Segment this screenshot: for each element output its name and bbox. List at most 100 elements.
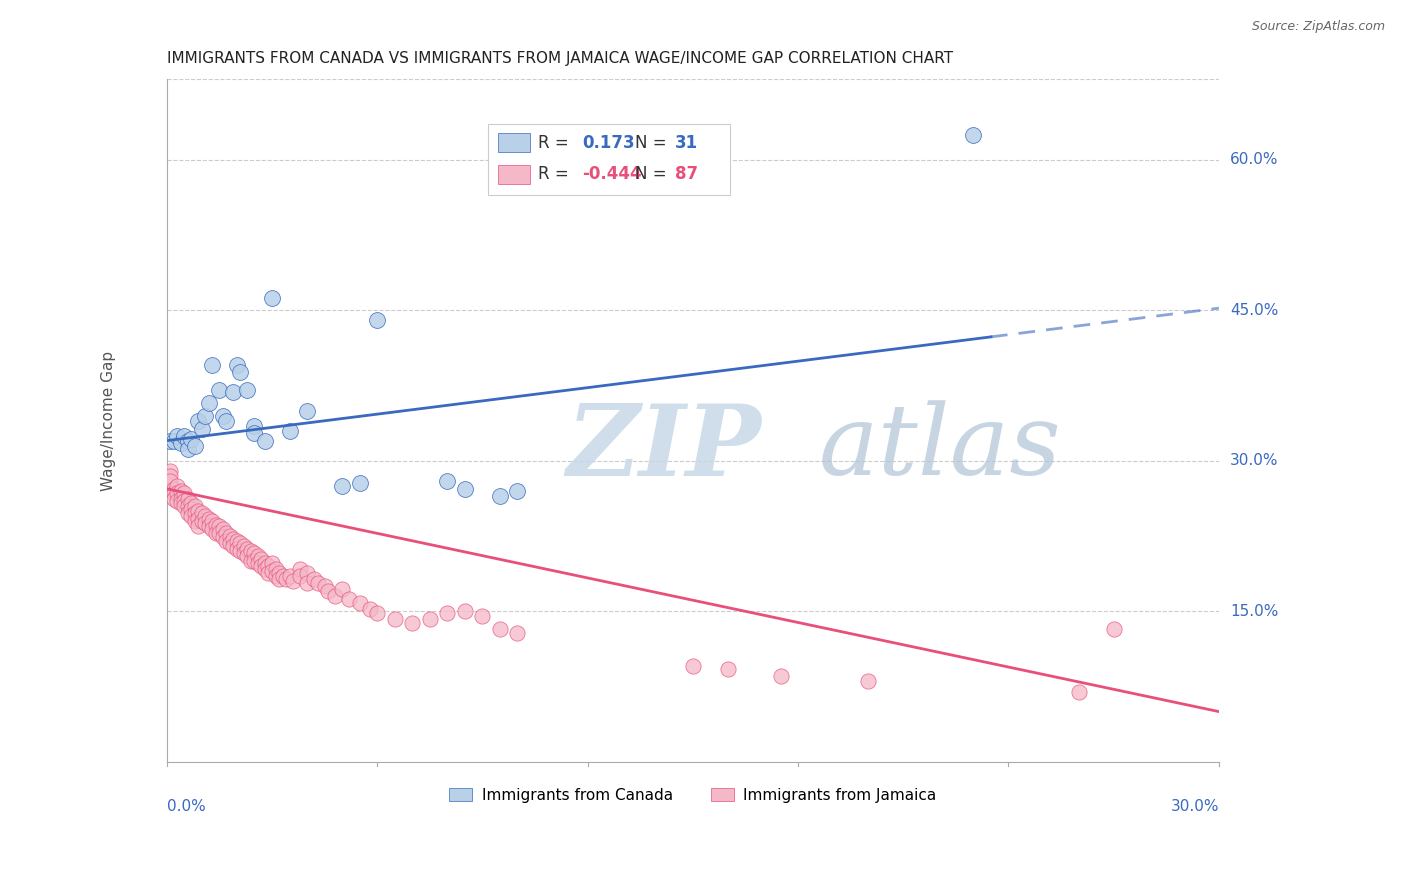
- Point: [489, 489, 512, 503]
- Point: [454, 604, 477, 618]
- Point: [198, 395, 221, 409]
- Point: [229, 365, 252, 379]
- Point: [173, 493, 195, 508]
- Point: [226, 359, 249, 373]
- Point: [295, 566, 318, 581]
- Point: [166, 493, 188, 508]
- Point: [208, 519, 231, 533]
- Point: [264, 569, 287, 583]
- Text: atlas: atlas: [820, 401, 1062, 496]
- Point: [163, 482, 186, 496]
- Point: [288, 562, 311, 576]
- Point: [1067, 684, 1090, 698]
- Point: [187, 519, 209, 533]
- Point: [236, 541, 259, 556]
- Point: [243, 425, 266, 440]
- Point: [253, 434, 276, 448]
- Point: [260, 556, 283, 570]
- Text: 31: 31: [675, 134, 699, 152]
- Point: [682, 659, 704, 673]
- Point: [243, 554, 266, 568]
- Point: [170, 496, 193, 510]
- Text: IMMIGRANTS FROM CANADA VS IMMIGRANTS FROM JAMAICA WAGE/INCOME GAP CORRELATION CH: IMMIGRANTS FROM CANADA VS IMMIGRANTS FRO…: [167, 51, 953, 66]
- Text: 15.0%: 15.0%: [1230, 604, 1278, 619]
- Point: [307, 576, 329, 591]
- Point: [180, 432, 202, 446]
- FancyBboxPatch shape: [498, 165, 530, 184]
- Point: [201, 522, 224, 536]
- Point: [243, 546, 266, 560]
- Point: [253, 562, 276, 576]
- Text: Wage/Income Gap: Wage/Income Gap: [101, 351, 117, 491]
- Point: [264, 562, 287, 576]
- Text: N =: N =: [636, 165, 666, 183]
- Point: [419, 612, 441, 626]
- Point: [962, 128, 984, 142]
- Point: [163, 434, 186, 448]
- Point: [267, 566, 290, 581]
- Point: [295, 576, 318, 591]
- Point: [436, 607, 458, 621]
- Text: R =: R =: [538, 134, 569, 152]
- Point: [233, 539, 256, 553]
- Text: 30.0%: 30.0%: [1230, 453, 1278, 468]
- Point: [366, 607, 388, 621]
- Point: [222, 385, 245, 400]
- Point: [226, 541, 249, 556]
- Point: [187, 504, 209, 518]
- Text: ZIP: ZIP: [567, 400, 762, 496]
- Point: [314, 579, 336, 593]
- Point: [215, 413, 238, 427]
- Point: [177, 499, 200, 513]
- Point: [436, 474, 458, 488]
- Point: [229, 544, 252, 558]
- Point: [260, 564, 283, 578]
- Point: [173, 485, 195, 500]
- FancyBboxPatch shape: [488, 124, 730, 195]
- Point: [330, 479, 353, 493]
- Point: [471, 609, 494, 624]
- Text: 0.0%: 0.0%: [167, 799, 205, 814]
- Point: [236, 384, 259, 398]
- Point: [222, 532, 245, 546]
- Point: [159, 434, 181, 448]
- Point: [260, 291, 283, 305]
- Point: [337, 592, 360, 607]
- Text: -0.444: -0.444: [582, 165, 643, 183]
- Point: [159, 474, 181, 488]
- Point: [239, 544, 262, 558]
- Point: [271, 569, 294, 583]
- Point: [366, 313, 388, 327]
- Text: 60.0%: 60.0%: [1230, 153, 1278, 167]
- Point: [191, 421, 214, 435]
- Point: [222, 539, 245, 553]
- Point: [219, 529, 242, 543]
- Point: [267, 572, 290, 586]
- Point: [250, 552, 273, 566]
- Point: [330, 582, 353, 597]
- FancyBboxPatch shape: [498, 133, 530, 153]
- Point: [208, 525, 231, 540]
- Point: [856, 674, 879, 689]
- Point: [349, 475, 371, 490]
- Point: [243, 418, 266, 433]
- Point: [184, 514, 207, 528]
- Point: [246, 549, 269, 563]
- Point: [506, 626, 529, 640]
- Point: [506, 483, 529, 498]
- Point: [250, 559, 273, 574]
- Point: [170, 483, 193, 498]
- Point: [177, 491, 200, 506]
- Point: [191, 506, 214, 520]
- Point: [239, 554, 262, 568]
- Point: [184, 506, 207, 520]
- Text: R =: R =: [538, 165, 569, 183]
- Point: [170, 435, 193, 450]
- Point: [253, 556, 276, 570]
- Point: [163, 491, 186, 506]
- Point: [384, 612, 406, 626]
- Point: [191, 514, 214, 528]
- Point: [173, 499, 195, 513]
- Point: [180, 501, 202, 516]
- Point: [198, 512, 221, 526]
